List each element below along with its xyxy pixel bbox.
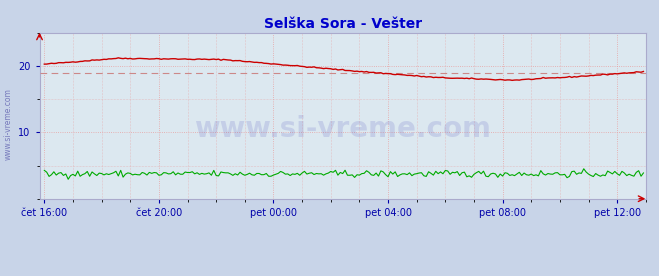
- Text: www.si-vreme.com: www.si-vreme.com: [194, 115, 491, 143]
- Text: www.si-vreme.com: www.si-vreme.com: [3, 88, 13, 160]
- Title: Selška Sora - Vešter: Selška Sora - Vešter: [264, 17, 422, 31]
